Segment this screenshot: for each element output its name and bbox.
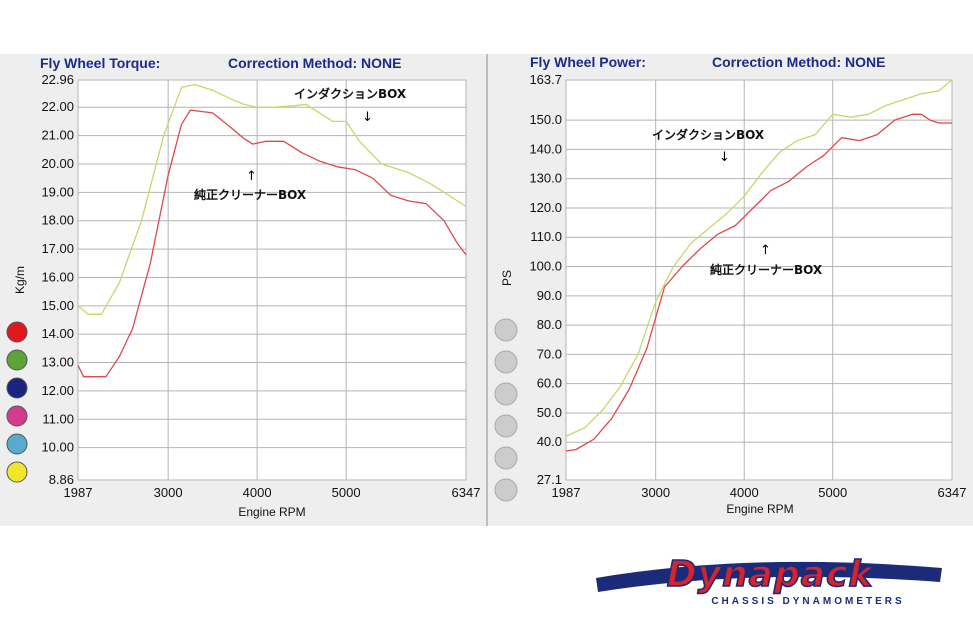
power-y-tick-label: 150.0 bbox=[529, 112, 562, 127]
power-y-tick-label: 60.0 bbox=[537, 376, 562, 391]
power-annotation-induction-arrow: ↓ bbox=[719, 150, 730, 165]
torque-legend-swatch bbox=[6, 461, 28, 483]
torque-x-tick-label: 4000 bbox=[243, 485, 272, 500]
torque-series bbox=[77, 83, 467, 378]
torque-y-tick-label: 15.00 bbox=[41, 298, 74, 313]
power-y-ticks: 163.7 150.0 140.0 130.0 120.0 110.0 100.0 90.0 8… bbox=[529, 72, 562, 487]
power-y-tick-label: 120.0 bbox=[529, 200, 562, 215]
power-legend-swatch bbox=[494, 318, 518, 342]
power-y-tick-label: 130.0 bbox=[529, 171, 562, 186]
power-y-tick-label: 40.0 bbox=[537, 434, 562, 449]
torque-x-tick-label: 3000 bbox=[154, 485, 183, 500]
power-annotation-stock-arrow: ↑ bbox=[760, 243, 771, 258]
power-y-tick-label: 70.0 bbox=[537, 346, 562, 361]
torque-y-tick-label: 12.00 bbox=[41, 383, 74, 398]
torque-y-tick-label: 19.00 bbox=[41, 184, 74, 199]
torque-legend-swatch bbox=[6, 321, 28, 343]
power-legend-swatch bbox=[494, 350, 518, 374]
torque-annotation-induction-box: インダクションBOX bbox=[294, 86, 407, 101]
torque-legend bbox=[6, 321, 28, 483]
power-series bbox=[565, 79, 953, 452]
torque-series-line bbox=[77, 83, 467, 315]
torque-y-ticks: 22.96 22.00 21.00 20.00 19.00 18.00 17.00 16.00… bbox=[41, 72, 74, 487]
torque-y-axis-label: Kg/m bbox=[13, 266, 27, 294]
logo-wordmark: Dynapack bbox=[667, 554, 875, 595]
power-grid bbox=[565, 79, 953, 481]
torque-annotation-stock-arrow: ↑ bbox=[246, 169, 257, 184]
power-legend-swatch bbox=[494, 478, 518, 502]
power-y-tick-label: 27.1 bbox=[537, 472, 562, 487]
torque-x-tick-label: 1987 bbox=[64, 485, 93, 500]
power-chart-subtitle: Correction Method: NONE bbox=[712, 54, 885, 70]
power-series-line bbox=[565, 113, 952, 452]
power-annotation-stock-box: 純正クリーナーBOX bbox=[710, 262, 823, 277]
power-x-tick-label: 5000 bbox=[818, 485, 847, 500]
dynapack-logo: Dynapack CHASSIS DYNAMOMETERS bbox=[596, 553, 942, 607]
power-x-ticks: 1987 3000 4000 5000 6347 bbox=[552, 485, 967, 500]
power-y-tick-label: 110.0 bbox=[530, 229, 562, 244]
power-y-tick-label: 50.0 bbox=[537, 405, 562, 420]
torque-y-tick-label: 11.00 bbox=[42, 411, 74, 426]
torque-legend-swatch bbox=[6, 377, 28, 399]
torque-y-tick-label: 22.00 bbox=[41, 99, 74, 114]
torque-legend-swatch bbox=[6, 349, 28, 371]
torque-x-tick-label: 6347 bbox=[452, 485, 481, 500]
torque-x-axis-label: Engine RPM bbox=[238, 505, 305, 519]
torque-y-tick-label: 8.86 bbox=[49, 472, 74, 487]
power-y-tick-label: 100.0 bbox=[529, 259, 562, 274]
torque-annotation-stock-box: 純正クリーナーBOX bbox=[194, 187, 307, 202]
panel-divider bbox=[486, 54, 488, 526]
torque-y-tick-label: 17.00 bbox=[41, 241, 74, 256]
power-annotation-induction-box: インダクションBOX bbox=[652, 127, 765, 142]
torque-plot-area bbox=[78, 80, 466, 480]
torque-grid bbox=[77, 79, 467, 481]
torque-x-ticks: 1987 3000 4000 5000 6347 bbox=[64, 485, 481, 500]
torque-chart-title: Fly Wheel Torque: bbox=[40, 55, 160, 71]
power-y-tick-label: 80.0 bbox=[537, 317, 562, 332]
torque-legend-swatch bbox=[6, 433, 28, 455]
torque-y-tick-label: 13.00 bbox=[41, 355, 74, 370]
torque-legend-swatch bbox=[6, 405, 28, 427]
power-chart-title: Fly Wheel Power: bbox=[530, 54, 646, 70]
power-x-tick-label: 6347 bbox=[938, 485, 967, 500]
torque-y-tick-label: 16.00 bbox=[41, 269, 74, 284]
power-legend-swatch bbox=[494, 414, 518, 438]
torque-y-tick-label: 21.00 bbox=[41, 128, 74, 143]
torque-chart-subtitle: Correction Method: NONE bbox=[228, 55, 401, 71]
power-y-tick-label: 140.0 bbox=[529, 141, 562, 156]
power-x-tick-label: 3000 bbox=[641, 485, 670, 500]
power-y-tick-label: 163.7 bbox=[529, 72, 562, 87]
torque-x-tick-label: 5000 bbox=[332, 485, 361, 500]
torque-chart: Fly Wheel Torque: Correction Method: NON… bbox=[6, 55, 481, 519]
power-y-axis-label: PS bbox=[500, 270, 514, 286]
torque-y-tick-label: 18.00 bbox=[41, 213, 74, 228]
power-legend-swatch bbox=[494, 382, 518, 406]
power-legend-swatch bbox=[494, 446, 518, 470]
torque-annotation-induction-arrow: ↓ bbox=[362, 110, 373, 125]
torque-y-tick-label: 10.00 bbox=[41, 440, 74, 455]
power-x-tick-label: 1987 bbox=[552, 485, 581, 500]
torque-y-tick-label: 14.00 bbox=[41, 326, 74, 341]
power-x-axis-label: Engine RPM bbox=[726, 502, 793, 516]
torque-y-tick-label: 20.00 bbox=[41, 156, 74, 171]
torque-y-tick-label: 22.96 bbox=[41, 72, 74, 87]
power-y-tick-label: 90.0 bbox=[537, 288, 562, 303]
logo-tagline: CHASSIS DYNAMOMETERS bbox=[711, 596, 904, 607]
power-x-tick-label: 4000 bbox=[730, 485, 759, 500]
logo-swoosh bbox=[596, 561, 942, 592]
power-legend bbox=[494, 318, 518, 502]
power-chart: Fly Wheel Power: Correction Method: NONE… bbox=[494, 54, 967, 516]
torque-series-line bbox=[77, 109, 467, 378]
power-series-line bbox=[565, 79, 953, 437]
